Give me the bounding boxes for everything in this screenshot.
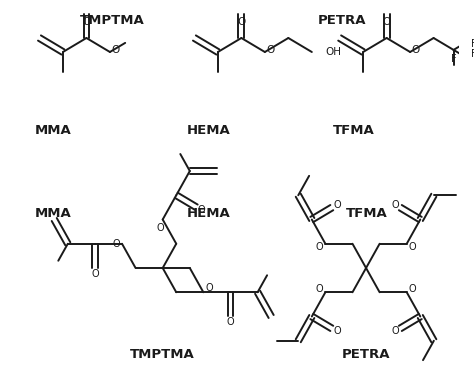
- Text: O: O: [198, 205, 205, 215]
- Text: O: O: [409, 284, 416, 294]
- Text: O: O: [392, 326, 399, 336]
- Text: MMA: MMA: [35, 207, 71, 220]
- Text: F: F: [472, 49, 474, 59]
- Text: F: F: [472, 39, 474, 49]
- Text: PETRA: PETRA: [342, 348, 390, 361]
- Text: O: O: [316, 242, 323, 252]
- Text: TFMA: TFMA: [333, 124, 374, 137]
- Text: O: O: [112, 239, 120, 249]
- Text: O: O: [316, 284, 323, 294]
- Text: TMPTMA: TMPTMA: [80, 14, 145, 27]
- Text: O: O: [91, 269, 99, 279]
- Text: HEMA: HEMA: [186, 124, 230, 137]
- Text: OH: OH: [325, 47, 341, 57]
- Text: O: O: [227, 317, 234, 327]
- Text: O: O: [383, 17, 391, 27]
- Text: O: O: [82, 17, 91, 27]
- Text: F: F: [451, 54, 456, 64]
- Text: O: O: [412, 45, 420, 55]
- Text: MMA: MMA: [35, 124, 72, 137]
- Text: O: O: [409, 242, 416, 252]
- Text: O: O: [237, 17, 246, 27]
- Text: O: O: [205, 283, 213, 293]
- Text: PETRA: PETRA: [318, 14, 366, 27]
- Text: TMPTMA: TMPTMA: [130, 348, 195, 361]
- Text: O: O: [333, 200, 341, 210]
- Text: TFMA: TFMA: [346, 207, 388, 220]
- Text: O: O: [266, 45, 275, 55]
- Text: O: O: [333, 326, 341, 336]
- Text: O: O: [157, 223, 164, 233]
- Text: HEMA: HEMA: [187, 207, 231, 220]
- Text: O: O: [392, 200, 399, 210]
- Text: O: O: [111, 45, 120, 55]
